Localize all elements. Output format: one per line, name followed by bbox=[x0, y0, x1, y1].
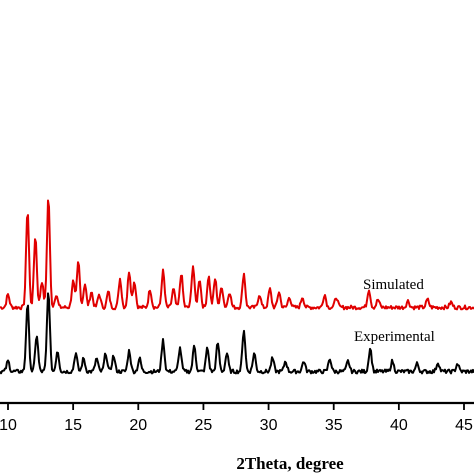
plot-area bbox=[0, 199, 474, 375]
experimental-pattern-line bbox=[0, 292, 474, 375]
x-tick-label: 20 bbox=[129, 417, 147, 434]
x-axis-ticks: 10 15 20 25 30 35 40 45 bbox=[0, 403, 473, 434]
simulated-series-label: Simulated bbox=[363, 277, 424, 293]
x-tick-label: 30 bbox=[260, 417, 278, 434]
x-tick-label: 45 bbox=[455, 417, 473, 434]
simulated-pattern-line bbox=[0, 199, 474, 311]
x-tick-label: 25 bbox=[195, 417, 213, 434]
x-tick-label: 35 bbox=[325, 417, 343, 434]
x-tick-label: 10 bbox=[0, 417, 17, 434]
x-tick-label: 40 bbox=[390, 417, 408, 434]
experimental-series-label: Experimental bbox=[354, 329, 435, 345]
x-axis-title: 2Theta, degree bbox=[236, 454, 344, 473]
x-tick-label: 15 bbox=[64, 417, 82, 434]
